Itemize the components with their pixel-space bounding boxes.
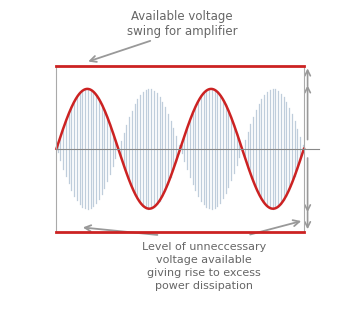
Text: Available voltage
swing for amplifier: Available voltage swing for amplifier [127,10,237,38]
Text: Level of unneccessary
voltage available
giving rise to excess
power dissipation: Level of unneccessary voltage available … [142,242,266,291]
